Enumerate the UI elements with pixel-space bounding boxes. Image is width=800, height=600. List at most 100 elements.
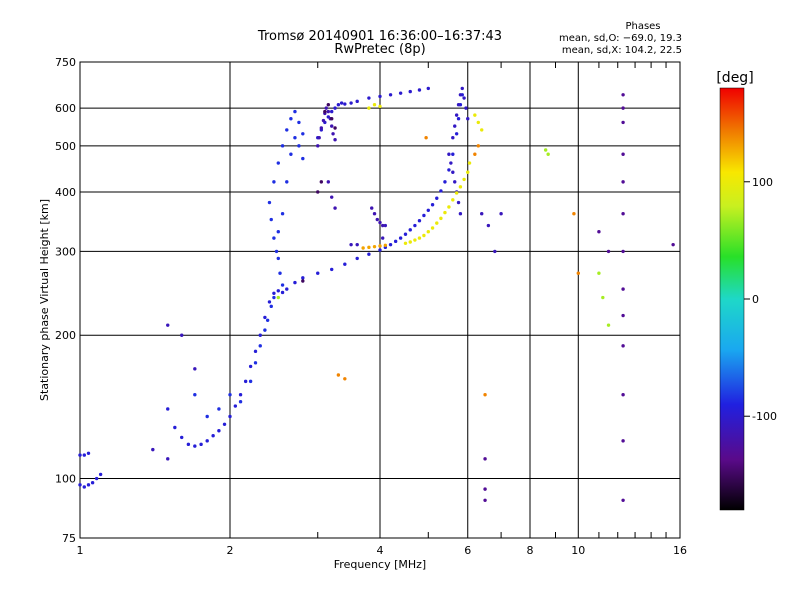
data-point xyxy=(453,180,457,184)
data-point xyxy=(343,377,347,381)
data-point xyxy=(355,242,359,247)
data-point xyxy=(378,220,382,225)
data-point xyxy=(458,93,463,97)
x-tick-label: 4 xyxy=(377,544,384,557)
data-point xyxy=(263,328,267,332)
data-point xyxy=(483,498,487,503)
data-point xyxy=(326,109,331,114)
data-point xyxy=(166,407,170,411)
data-point xyxy=(233,404,238,408)
data-point xyxy=(193,444,197,448)
data-point xyxy=(383,243,388,248)
data-point xyxy=(265,318,270,322)
data-point xyxy=(378,94,382,99)
data-point xyxy=(355,256,359,261)
data-point xyxy=(349,242,353,247)
data-point xyxy=(323,109,327,114)
y-tick-label: 750 xyxy=(55,56,76,69)
data-point xyxy=(272,180,276,184)
data-point xyxy=(372,212,377,216)
data-point xyxy=(451,198,455,202)
data-point xyxy=(417,219,422,223)
data-point xyxy=(546,152,550,156)
data-point xyxy=(280,212,285,216)
data-point xyxy=(276,230,280,234)
data-point xyxy=(388,93,393,97)
data-point xyxy=(316,144,320,148)
data-point xyxy=(473,152,477,156)
data-point xyxy=(90,481,95,485)
data-point xyxy=(321,118,326,123)
data-point xyxy=(151,447,155,452)
data-point xyxy=(285,287,289,291)
data-point xyxy=(606,323,611,327)
stats-x-line: mean, sd,X: 104.2, 22.5 xyxy=(562,45,682,56)
data-point xyxy=(621,152,625,156)
data-point xyxy=(439,216,443,221)
data-point xyxy=(398,91,403,95)
data-point xyxy=(330,117,334,121)
data-point xyxy=(403,232,408,236)
data-point xyxy=(173,425,177,430)
x-tick-label: 2 xyxy=(227,544,234,557)
y-tick-label: 300 xyxy=(55,245,76,258)
data-point xyxy=(367,106,371,110)
data-point xyxy=(576,271,580,275)
data-point xyxy=(343,262,347,266)
data-point xyxy=(289,152,293,156)
data-point xyxy=(276,289,280,293)
data-point xyxy=(86,483,91,487)
data-point xyxy=(378,244,382,248)
data-point xyxy=(276,161,280,165)
data-point xyxy=(272,295,276,300)
data-point xyxy=(333,206,337,210)
data-point xyxy=(280,283,285,287)
data-point xyxy=(280,144,285,148)
data-point xyxy=(467,161,472,165)
data-point xyxy=(222,422,227,426)
data-point xyxy=(439,189,443,193)
data-point xyxy=(597,230,601,234)
x-tick-label: 10 xyxy=(571,544,585,557)
data-point xyxy=(78,483,82,487)
data-point xyxy=(454,113,459,117)
y-tick-label: 600 xyxy=(55,102,76,115)
data-point xyxy=(258,333,262,337)
data-point xyxy=(193,367,197,371)
data-point xyxy=(422,213,426,218)
data-point xyxy=(499,212,503,216)
data-point xyxy=(367,96,371,100)
data-point xyxy=(621,180,625,184)
data-point xyxy=(263,315,267,320)
data-point xyxy=(228,414,232,419)
data-point xyxy=(193,393,197,397)
data-point xyxy=(367,245,371,250)
y-tick-labels: 75 100 200 300 400 500 600 750 xyxy=(55,56,76,545)
data-point xyxy=(94,476,99,481)
data-point xyxy=(276,295,280,300)
x-tick-label: 8 xyxy=(527,544,534,557)
data-point xyxy=(380,223,385,228)
data-point xyxy=(280,290,285,295)
data-point xyxy=(601,295,605,300)
data-point xyxy=(408,228,412,232)
data-point xyxy=(301,276,305,280)
data-point xyxy=(464,106,468,110)
data-point xyxy=(217,429,221,433)
data-point xyxy=(458,185,463,189)
data-point xyxy=(326,180,331,184)
data-point xyxy=(380,236,385,240)
data-point xyxy=(297,144,301,148)
data-point xyxy=(388,242,393,247)
x-tick-label: 6 xyxy=(464,544,471,557)
data-point xyxy=(435,221,439,225)
data-point xyxy=(426,230,430,234)
data-point xyxy=(378,104,382,109)
data-point xyxy=(238,400,243,404)
data-point xyxy=(272,291,276,295)
data-point xyxy=(211,434,215,438)
x-tick-label: 16 xyxy=(673,544,687,557)
data-point xyxy=(330,109,334,114)
data-point xyxy=(476,120,481,125)
stats-heading: Phases xyxy=(625,21,660,32)
